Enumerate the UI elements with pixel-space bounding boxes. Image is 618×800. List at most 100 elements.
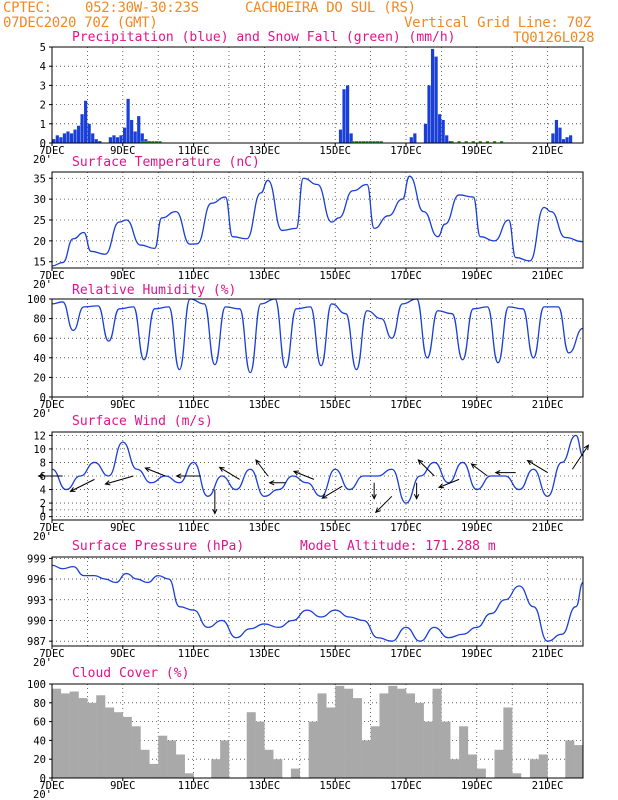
precip-bar (448, 141, 452, 143)
y-tick-label: 10 (33, 444, 46, 456)
x-tick-label: 19DEC (461, 780, 493, 792)
cloud-bar (211, 759, 221, 778)
x-tick-label: 19DEC (461, 522, 493, 534)
precip-bar (441, 119, 445, 143)
cloud-bar (459, 726, 469, 778)
wind-vector-head (526, 460, 533, 466)
header-run: 07DEC2020 70Z (GMT) (3, 15, 158, 31)
panel-1: 15 20 25 30 35 7DEC 9DEC 11DEC 13DEC 15DEC 17DEC 19… (33, 155, 584, 291)
precip-bar (73, 129, 77, 143)
year-fragment: 20' (33, 531, 52, 543)
cloud-bar (538, 754, 548, 778)
cloud-bar (441, 721, 451, 778)
x-tick-label: 9DEC (110, 780, 135, 792)
cloud-bar (69, 691, 79, 778)
wind-vector (322, 485, 343, 499)
wind-vector-head (375, 507, 381, 514)
cloud-bar (105, 707, 115, 778)
snow-bar (464, 141, 468, 143)
cloud-bar (512, 773, 522, 778)
wind-vector (255, 459, 269, 477)
precip-bar (140, 133, 144, 143)
cloud-bar (149, 763, 159, 778)
y-tick-label: 4 (40, 485, 46, 497)
wind-vector-head (144, 467, 151, 473)
snow-bar (369, 141, 373, 143)
x-tick-label: 15DEC (319, 780, 351, 792)
precip-bar (122, 127, 127, 143)
wind-vector-head (104, 480, 111, 486)
precip-bar (409, 137, 413, 143)
series-line (51, 298, 584, 374)
cloud-bar (476, 768, 486, 778)
wind-vector-head (321, 493, 328, 499)
snow-bar (499, 141, 504, 143)
cloud-bar (565, 740, 575, 778)
cloud-bar (503, 707, 513, 778)
series-line (51, 564, 584, 642)
snow-bar (450, 141, 454, 143)
x-tick-label: 11DEC (178, 648, 210, 660)
cloud-bar (167, 740, 177, 778)
precip-bar (338, 129, 343, 143)
cloud-bar (344, 688, 354, 778)
cloud-bar (175, 754, 185, 778)
wind-vector-head (69, 487, 76, 492)
cloud-bar (317, 693, 327, 778)
cloud-bar (52, 688, 62, 778)
x-tick-label: 9DEC (110, 522, 135, 534)
cloud-bar (467, 754, 477, 778)
y-tick-label: 990 (27, 615, 46, 627)
panel-title: Surface Wind (m/s) (72, 414, 213, 429)
cloud-bar (352, 698, 362, 778)
x-tick-label: 7DEC (39, 648, 64, 660)
header-location: CACHOEIRA DO SUL (RS) (245, 0, 416, 16)
x-tick-label: 15DEC (319, 270, 351, 282)
precip-bar (423, 123, 428, 143)
wind-vector-head (268, 480, 275, 486)
snow-bar (492, 141, 497, 143)
header-vgrid: Vertical Grid Line: 70Z (404, 15, 591, 31)
snow-bar (361, 141, 366, 143)
x-tick-label: 17DEC (390, 648, 422, 660)
precip-bar (137, 116, 141, 143)
y-tick-label: 15 (33, 257, 46, 269)
cloud-bar (326, 707, 336, 778)
y-tick-label: 0 (40, 512, 46, 524)
y-tick-label: 0 (40, 392, 46, 404)
wind-vector-head (438, 483, 445, 489)
x-tick-label: 7DEC (39, 780, 64, 792)
precip-bar (427, 85, 431, 143)
precip-bar (59, 137, 63, 143)
x-tick-label: 17DEC (390, 780, 422, 792)
y-tick-label: 1 (40, 505, 46, 517)
x-tick-label: 7DEC (39, 145, 64, 157)
precip-bar (561, 139, 566, 143)
panel-2: 0 20 40 60 80 100 7DEC 9DEC 11DEC 13DEC 15DEC 17DEC… (27, 283, 584, 420)
precip-bar (62, 133, 66, 143)
wind-vector-head (37, 473, 44, 479)
y-tick-label: 60 (33, 333, 46, 345)
cloud-bar (361, 740, 371, 778)
precip-bar (438, 114, 442, 143)
wind-vector (375, 495, 393, 513)
x-tick-label: 11DEC (178, 522, 210, 534)
y-tick-label: 25 (33, 215, 46, 227)
snow-bar (457, 141, 461, 143)
snow-bar (158, 141, 162, 143)
x-tick-label: 21DEC (532, 145, 564, 157)
precip-bar (434, 56, 438, 143)
series-line (51, 175, 584, 267)
panel-title: Relative Humidity (%) (72, 283, 236, 298)
plot-frame (51, 171, 584, 269)
y-tick-label: 60 (33, 717, 46, 729)
snow-bar (144, 141, 148, 143)
precip-bar (565, 137, 569, 143)
cloud-bar (96, 695, 106, 778)
y-tick-label: 100 (27, 679, 46, 691)
year-fragment: 20' (33, 408, 52, 420)
header-model: TQ0126L028 (513, 30, 595, 46)
y-tick-label: 35 (33, 173, 46, 185)
wind-vector-head (371, 494, 377, 500)
snow-bar (478, 141, 482, 143)
